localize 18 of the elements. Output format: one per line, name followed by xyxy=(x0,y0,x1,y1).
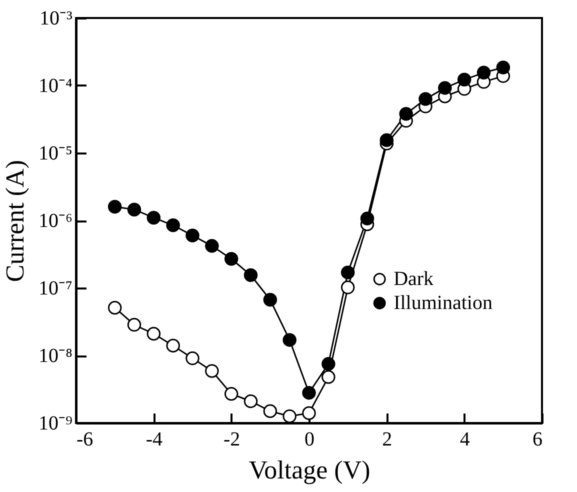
legend-label: Dark xyxy=(394,268,434,290)
x-tick-label: 2 xyxy=(382,428,392,450)
y-tick-label: 10⁻⁹ xyxy=(38,412,73,434)
y-tick-label: 10⁻⁵ xyxy=(38,142,72,164)
x-tick-label: 4 xyxy=(460,428,470,450)
x-tick-label: -4 xyxy=(146,428,163,450)
y-tick-label: 10⁻⁷ xyxy=(38,278,73,300)
legend-label: Illumination xyxy=(394,292,492,314)
x-tick-label: 6 xyxy=(532,428,542,450)
x-tick-label: 0 xyxy=(304,428,314,450)
y-tick-label: 10⁻⁴ xyxy=(38,75,73,97)
x-tick-label: -6 xyxy=(76,428,94,450)
y-tick-label: 10⁻⁸ xyxy=(38,345,73,367)
x-axis-title: Voltage (V) xyxy=(248,456,370,484)
x-tick-label: -2 xyxy=(223,428,240,450)
y-axis-title: Current (A) xyxy=(0,160,30,282)
y-tick-label: 10⁻⁶ xyxy=(38,210,73,232)
y-tick-label: 10⁻³ xyxy=(40,8,72,30)
